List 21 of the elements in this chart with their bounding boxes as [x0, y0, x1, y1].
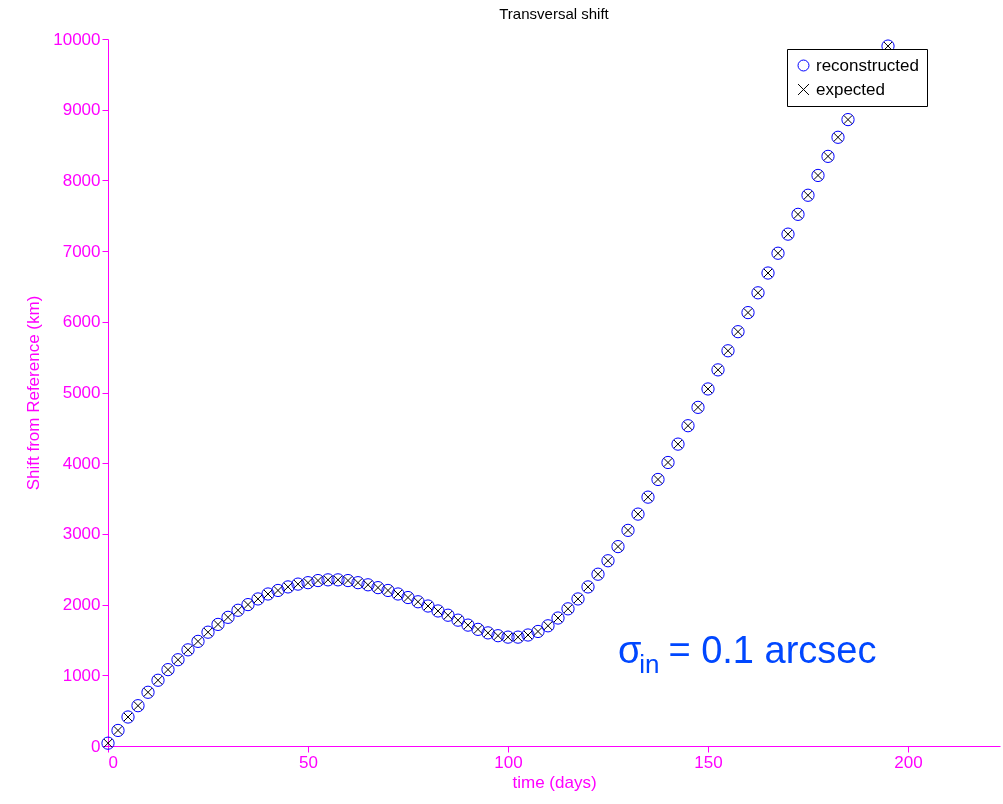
y-tick-label: 0 [91, 736, 101, 756]
y-tick-label: 4000 [62, 453, 101, 473]
y-tick-label: 3000 [62, 524, 101, 544]
x-tick-label: 150 [694, 752, 723, 772]
x-axis-title: time (days) [512, 772, 597, 792]
x-tick-label: 100 [494, 752, 523, 772]
legend-label: expected [816, 79, 885, 99]
x-tick-label: 200 [894, 752, 923, 772]
y-tick-label: 5000 [62, 383, 101, 402]
legend-label: reconstructed [816, 55, 919, 75]
chart-title: Transversal shift [499, 5, 610, 22]
y-tick-label: 9000 [62, 100, 101, 120]
y-tick-label: 8000 [62, 170, 101, 190]
x-tick-label: 50 [299, 752, 318, 772]
y-axis-title: Shift from Reference (km) [24, 295, 44, 491]
y-tick-label: 10000 [53, 29, 101, 49]
x-tick-label: 0 [108, 752, 118, 772]
y-tick-label: 7000 [62, 241, 101, 261]
y-tick-label: 1000 [62, 665, 101, 685]
y-tick-label: 2000 [62, 595, 101, 615]
y-tick-label: 6000 [62, 312, 101, 332]
